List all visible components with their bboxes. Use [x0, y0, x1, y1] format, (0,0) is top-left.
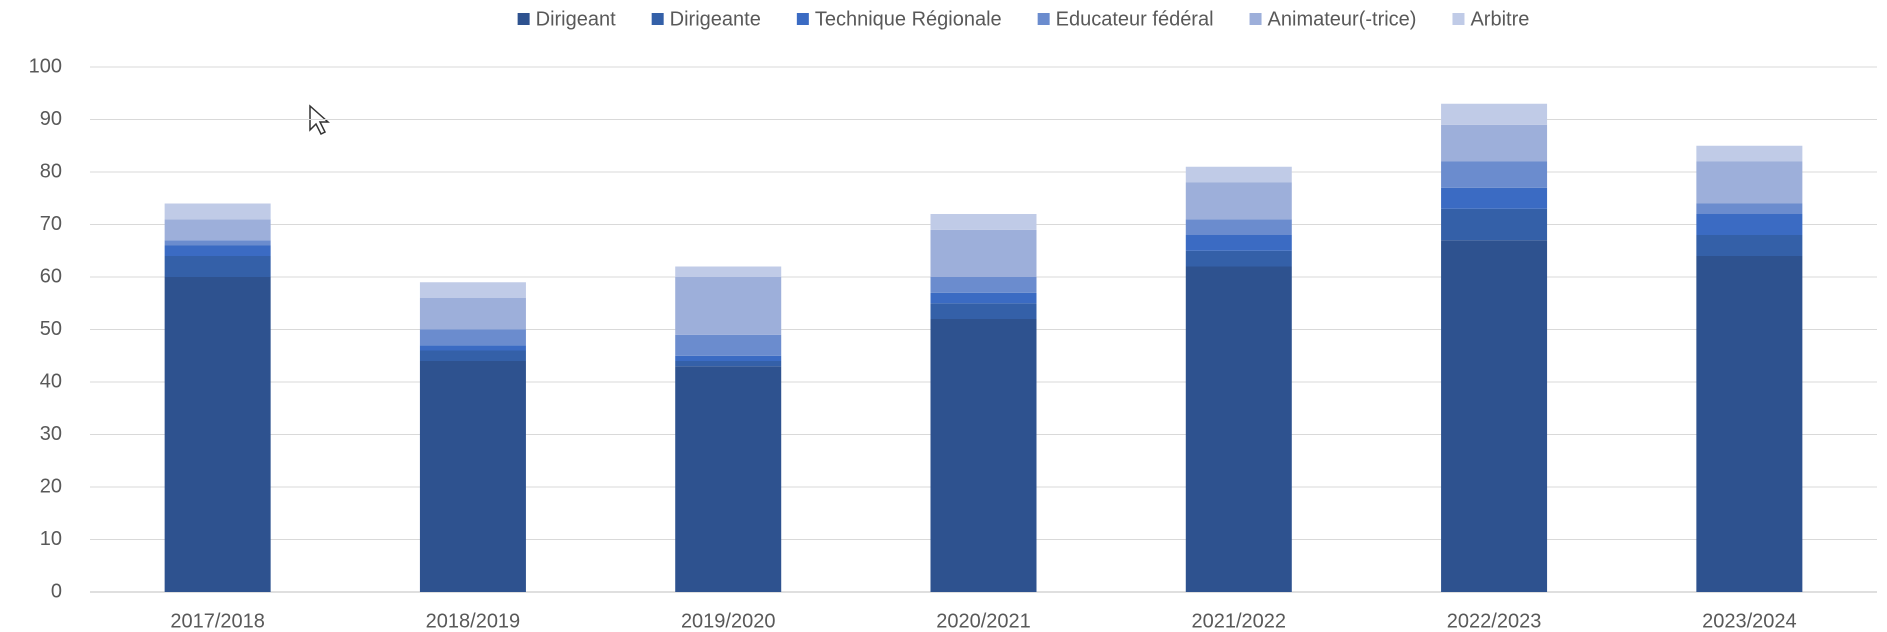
- bar-segment: [164, 203, 271, 220]
- bar-segment: [930, 292, 1037, 304]
- y-tick-label: 90: [40, 108, 62, 130]
- x-tick-label: 2021/2022: [1192, 610, 1287, 632]
- bar-segment: [1696, 203, 1803, 214]
- bar-segment: [1441, 208, 1548, 241]
- legend-label: Animateur(-trice): [1268, 8, 1417, 30]
- bar-segment: [1185, 250, 1292, 267]
- bar-segment: [930, 303, 1037, 319]
- legend-swatch: [651, 13, 664, 25]
- bar-segment: [419, 282, 526, 298]
- legend-swatch: [1249, 13, 1262, 25]
- legend-label: Dirigeante: [670, 8, 761, 30]
- bar-segment: [1185, 235, 1292, 251]
- legend-label: Educateur fédéral: [1056, 8, 1214, 30]
- bar-segment: [1185, 219, 1292, 235]
- bar-segment: [164, 256, 271, 277]
- bar-segment: [1185, 166, 1292, 183]
- y-tick-label: 10: [40, 528, 62, 550]
- y-tick-label: 70: [40, 213, 62, 235]
- bar-segment: [1185, 266, 1292, 592]
- legend-swatch: [1037, 13, 1050, 25]
- x-tick-label: 2019/2020: [681, 610, 776, 632]
- bar-segment: [930, 214, 1037, 230]
- bar-segment: [675, 277, 782, 335]
- bar-segment: [675, 366, 782, 592]
- x-tick-label: 2020/2021: [936, 610, 1031, 632]
- bar-segment: [1185, 182, 1292, 220]
- bar-segment: [419, 345, 526, 351]
- bar-segment: [1696, 145, 1803, 162]
- bar-segment: [930, 229, 1037, 277]
- bar-segment: [164, 277, 271, 592]
- legend-label: Technique Régionale: [815, 8, 1002, 30]
- y-tick-label: 20: [40, 475, 62, 497]
- bar-segment: [675, 266, 782, 277]
- bar-segment: [1696, 256, 1803, 592]
- bar-segment: [419, 329, 526, 346]
- bar-segment: [1441, 187, 1548, 209]
- bar-segment: [675, 334, 782, 356]
- x-tick-label: 2017/2018: [170, 610, 265, 632]
- legend-label: Dirigeant: [536, 8, 616, 30]
- legend-swatch: [1452, 13, 1465, 25]
- bar-segment: [1696, 214, 1803, 235]
- x-tick-label: 2023/2024: [1702, 610, 1797, 632]
- x-tick-label: 2018/2019: [426, 610, 521, 632]
- y-tick-label: 40: [40, 370, 62, 392]
- legend-swatch: [796, 13, 809, 25]
- bar-segment: [419, 298, 526, 330]
- legend-label: Arbitre: [1470, 8, 1529, 30]
- bar-segment: [419, 361, 526, 592]
- legend-swatch: [517, 13, 530, 25]
- bar-segment: [1441, 240, 1548, 592]
- bar-segment: [1441, 161, 1548, 188]
- bar-segment: [930, 319, 1037, 592]
- y-tick-label: 50: [40, 318, 62, 340]
- y-tick-label: 80: [40, 160, 62, 182]
- y-tick-label: 60: [40, 265, 62, 287]
- y-tick-label: 100: [29, 55, 62, 77]
- bar-segment: [930, 277, 1037, 293]
- x-tick-label: 2022/2023: [1447, 610, 1542, 632]
- bar-segment: [419, 350, 526, 361]
- bar-segment: [1441, 124, 1548, 162]
- bar-segment: [1696, 161, 1803, 204]
- bar-segment: [164, 219, 271, 241]
- y-tick-label: 30: [40, 423, 62, 445]
- bar-segment: [164, 240, 271, 246]
- y-tick-label: 0: [51, 580, 62, 602]
- bar-segment: [675, 355, 782, 361]
- bar-segment: [1441, 103, 1548, 125]
- bar-segment: [1696, 235, 1803, 256]
- bar-segment: [164, 245, 271, 256]
- bar-segment: [675, 361, 782, 367]
